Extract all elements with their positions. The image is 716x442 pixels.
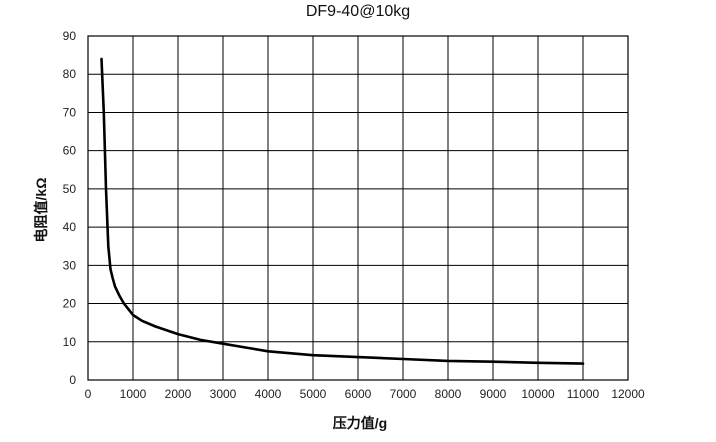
x-tick-label: 11000 bbox=[567, 387, 600, 401]
x-tick-label: 10000 bbox=[521, 387, 555, 401]
series-lines bbox=[100, 57, 585, 365]
y-tick-label: 10 bbox=[63, 335, 77, 349]
x-tick-label: 1000 bbox=[120, 387, 147, 401]
y-tick-label: 20 bbox=[63, 297, 77, 311]
chart-title: DF9-40@10kg bbox=[306, 3, 410, 20]
x-axis-title: 压力值/g bbox=[333, 415, 387, 431]
y-axis-title: 电阻值/kΩ bbox=[33, 178, 49, 243]
tick-labels: 0 1000 2000 3000 4000 5000 6000 7000 8000 9000 100… bbox=[63, 29, 645, 401]
x-tick-label: 8000 bbox=[435, 387, 462, 401]
x-tick-label: 4000 bbox=[255, 387, 282, 401]
y-tick-label: 90 bbox=[63, 29, 77, 43]
y-tick-label: 60 bbox=[63, 144, 77, 158]
series-line bbox=[100, 57, 585, 365]
y-tick-label: 0 bbox=[69, 373, 76, 387]
x-tick-label: 3000 bbox=[210, 387, 237, 401]
y-tick-label: 30 bbox=[63, 258, 77, 272]
y-tick-label: 80 bbox=[63, 67, 77, 81]
y-tick-label: 50 bbox=[63, 182, 77, 196]
x-tick-label: 7000 bbox=[390, 387, 417, 401]
grid bbox=[87, 35, 629, 381]
x-tick-label: 12000 bbox=[611, 387, 645, 401]
x-tick-label: 6000 bbox=[345, 387, 372, 401]
y-tick-label: 70 bbox=[63, 105, 77, 119]
x-tick-label: 2000 bbox=[165, 387, 192, 401]
y-tick-label: 40 bbox=[63, 220, 77, 234]
plot-frame bbox=[87, 35, 629, 381]
x-tick-label: 9000 bbox=[480, 387, 507, 401]
x-tick-label: 5000 bbox=[300, 387, 327, 401]
x-tick-label: 0 bbox=[85, 387, 92, 401]
